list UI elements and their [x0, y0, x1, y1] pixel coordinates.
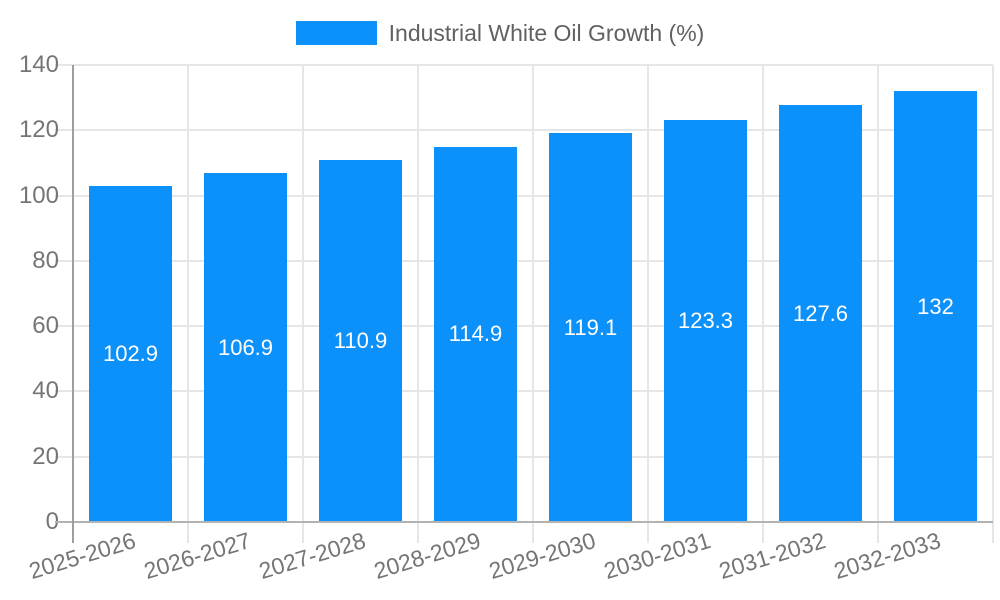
- vertical-gridline: [647, 65, 649, 543]
- bar-2026-2027[interactable]: 106.9: [204, 173, 287, 522]
- y-axis-tick-label: 140: [18, 51, 59, 78]
- x-axis-tick-label: 2027-2028: [255, 527, 369, 585]
- y-axis-tick-label: 40: [32, 377, 59, 405]
- vertical-gridline: [762, 65, 764, 543]
- x-axis-tick-label: 2026-2027: [140, 527, 254, 585]
- bar-value-label: 102.9: [102, 341, 159, 367]
- x-axis-tick-label: 2029-2030: [485, 527, 599, 585]
- bar-value-label: 127.6: [792, 300, 849, 326]
- vertical-gridline: [187, 65, 189, 543]
- horizontal-gridline: [55, 129, 993, 132]
- x-axis-baseline: [55, 521, 993, 523]
- bar-2027-2028[interactable]: 110.9: [319, 160, 402, 522]
- x-axis-tick-label: 2030-2031: [600, 527, 714, 585]
- bar-value-label: 123.3: [677, 307, 734, 333]
- horizontal-gridline: [55, 325, 993, 328]
- horizontal-gridline: [55, 194, 993, 197]
- horizontal-gridline: [55, 64, 993, 66]
- y-axis-tick-label: 20: [32, 442, 59, 470]
- plot-area: 0 20 40 60 80 100 120 140 102.9 2025-2026 106.9 202…: [19, 53, 994, 584]
- vertical-gridline: [877, 65, 879, 543]
- legend: Industrial White Oil Growth (%): [0, 20, 1000, 46]
- x-axis-tick-label: 2031-2032: [715, 527, 829, 585]
- y-axis-line: [72, 65, 74, 543]
- bar-value-label: 110.9: [333, 328, 388, 353]
- legend-label: Industrial White Oil Growth (%): [388, 19, 705, 46]
- x-axis-tick-label: 2025-2026: [25, 527, 139, 585]
- bar-2031-2032[interactable]: 127.6: [779, 105, 862, 522]
- horizontal-gridline: [55, 455, 993, 458]
- y-axis-tick-label: 80: [32, 246, 59, 274]
- bar-value-label: 119.1: [563, 314, 618, 340]
- bar-value-label: 114.9: [448, 321, 503, 347]
- y-axis-tick-label: 100: [18, 181, 59, 209]
- bar-2032-2033[interactable]: 132: [894, 91, 977, 522]
- bar-2030-2031[interactable]: 123.3: [664, 119, 747, 522]
- vertical-gridline: [992, 65, 994, 543]
- y-axis-tick-label: 60: [32, 312, 59, 340]
- y-axis-tick-label: 0: [45, 508, 59, 535]
- x-axis-tick-label: 2032-2033: [830, 527, 944, 585]
- vertical-gridline: [302, 65, 304, 543]
- vertical-gridline: [532, 65, 534, 543]
- vertical-gridline: [417, 65, 419, 543]
- legend-swatch: [295, 21, 377, 45]
- bar-2025-2026[interactable]: 102.9: [89, 186, 172, 522]
- bar-2028-2029[interactable]: 114.9: [434, 146, 517, 522]
- horizontal-gridline: [55, 390, 993, 393]
- y-axis-tick-label: 120: [18, 116, 59, 144]
- x-axis-tick-label: 2028-2029: [370, 527, 484, 585]
- bar-value-label: 132: [917, 293, 954, 319]
- bar-value-label: 106.9: [217, 334, 274, 360]
- horizontal-gridline: [55, 259, 993, 262]
- bar-2029-2030[interactable]: 119.1: [549, 133, 632, 522]
